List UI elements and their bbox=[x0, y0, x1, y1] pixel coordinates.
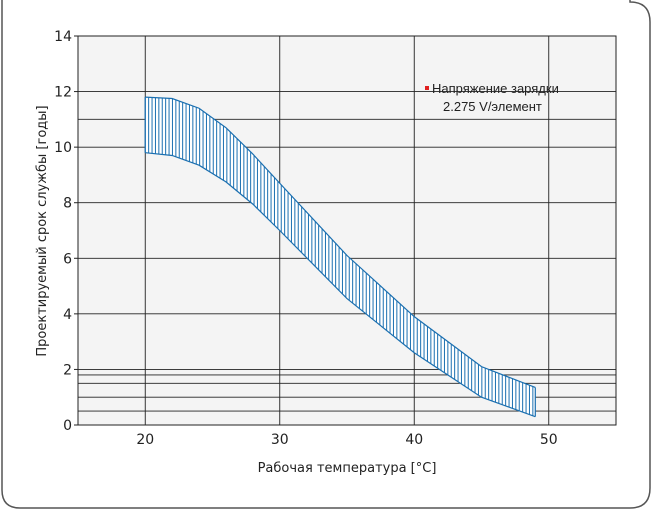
legend-label-line-2: 2.275 V/элемент bbox=[443, 99, 542, 114]
x-tick-label: 30 bbox=[271, 432, 289, 448]
legend-label-line-1: Напряжение зарядки bbox=[432, 81, 559, 96]
y-tick-label: 12 bbox=[54, 85, 72, 101]
legend-marker bbox=[425, 86, 429, 90]
y-tick-label: 0 bbox=[63, 418, 72, 434]
y-tick-label: 2 bbox=[63, 362, 72, 378]
x-tick-label: 20 bbox=[136, 432, 154, 448]
y-tick-labels: 0 2 4 6 8 10 12 14 bbox=[54, 29, 78, 434]
y-tick-label: 8 bbox=[63, 196, 72, 212]
y-tick-label: 14 bbox=[54, 29, 72, 45]
y-tick-label: 10 bbox=[54, 140, 72, 156]
x-tick-labels: 20 30 40 50 bbox=[136, 432, 557, 448]
x-tick-label: 40 bbox=[405, 432, 423, 448]
x-tick-label: 50 bbox=[540, 432, 558, 448]
x-axis-title: Рабочая температура [°C] bbox=[258, 461, 437, 476]
y-tick-label: 6 bbox=[63, 251, 72, 267]
y-tick-label: 4 bbox=[63, 307, 72, 323]
y-axis-title: Проектируемый срок службы [годы] bbox=[35, 105, 50, 356]
